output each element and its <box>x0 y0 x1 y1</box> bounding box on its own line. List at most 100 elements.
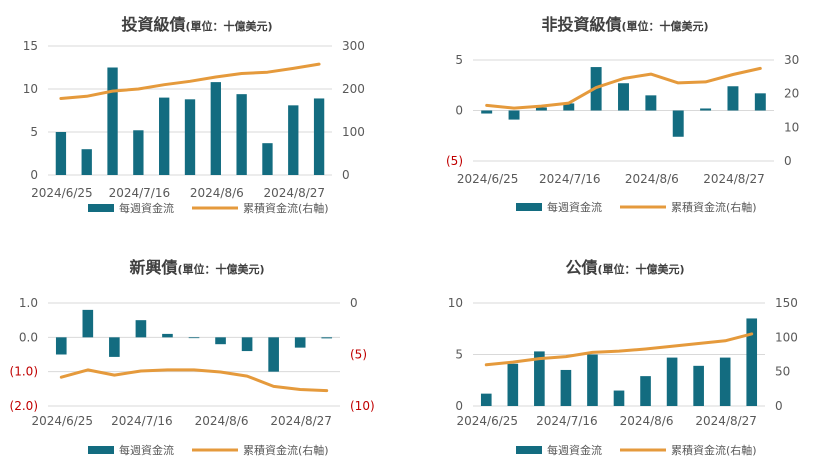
chart-title-main: 非投資級債 <box>541 15 621 34</box>
bar-weekly-flow <box>480 393 492 406</box>
y-tick-label-left: 10 <box>448 296 463 310</box>
bar-weekly-flow <box>294 337 306 348</box>
bar-weekly-flow <box>508 110 520 120</box>
bar-weekly-flow <box>613 390 625 406</box>
y-tick-label-left: 1.0 <box>19 296 38 310</box>
bar-weekly-flow <box>81 149 92 175</box>
chart-title-main: 公債 <box>565 258 597 277</box>
y-tick-label-right: (5) <box>350 348 367 362</box>
bar-weekly-flow <box>746 318 758 406</box>
y-tick-label-right: 0 <box>350 296 358 310</box>
y-tick-label-right: 300 <box>342 39 365 53</box>
bar-weekly-flow <box>640 376 651 406</box>
x-tick-label: 2024/8/27 <box>264 186 326 200</box>
bar-weekly-flow <box>109 337 120 357</box>
y-tick-label-left: (1.0) <box>10 365 38 379</box>
y-tick-label-right: 0 <box>784 154 792 168</box>
bar-weekly-flow <box>55 132 67 175</box>
bar-weekly-flow <box>587 354 598 406</box>
x-tick-label: 2024/6/25 <box>457 414 519 428</box>
x-tick-label: 2024/8/6 <box>190 186 244 200</box>
chart-title-main: 投資級債 <box>121 15 185 34</box>
y-tick-label-left: 5 <box>455 348 463 362</box>
y-tick-label-left: (5) <box>446 154 463 168</box>
line-cumulative-flow <box>485 66 762 110</box>
y-tick-label-left: 0 <box>455 104 463 118</box>
legend-bar-label: 每週資金流 <box>119 201 174 215</box>
y-tick-label-left: (2.0) <box>10 399 38 413</box>
y-tick-label-right: 30 <box>784 53 799 67</box>
x-tick-label: 2024/8/6 <box>195 414 249 428</box>
chart-title-unit: (單位：十億美元) <box>177 262 264 276</box>
bar-weekly-flow <box>268 337 279 372</box>
y-tick-label-left: 15 <box>23 39 38 53</box>
legend-bar-swatch <box>88 204 114 212</box>
legend-bar-swatch <box>516 446 542 454</box>
chart-title: 非投資級債(單位：十億美元) <box>541 15 708 34</box>
y-tick-label-right: 200 <box>342 82 365 96</box>
bar-weekly-flow <box>133 130 144 175</box>
chart-title-unit: (單位：十億美元) <box>597 262 684 276</box>
chart-panel-3: 新興債(單位：十億美元) (2.0) (1.0) 0.0 1.0 (10) (5) 0 2024… <box>10 258 375 457</box>
bar-weekly-flow <box>241 337 253 352</box>
y-tick-label-right: 100 <box>775 330 798 344</box>
bar-weekly-flow <box>236 94 247 175</box>
legend-bar-label: 每週資金流 <box>119 443 174 457</box>
y-tick-label-right: 0 <box>342 168 350 182</box>
bar-weekly-flow <box>645 95 657 111</box>
bar-weekly-flow <box>534 351 545 406</box>
legend-bar-label: 每週資金流 <box>547 443 602 457</box>
y-tick-label-right: (10) <box>350 399 375 413</box>
x-tick-label: 2024/6/25 <box>32 414 94 428</box>
bar-weekly-flow <box>700 108 712 111</box>
bar-weekly-flow <box>719 357 731 406</box>
legend-line-label: 累積資金流(右軸) <box>671 443 757 457</box>
chart-title: 新興債(單位：十億美元) <box>129 258 264 277</box>
x-tick-label: 2024/7/16 <box>536 414 598 428</box>
bar-weekly-flow <box>754 93 766 111</box>
x-tick-label: 2024/6/25 <box>457 172 519 186</box>
x-tick-label: 2024/8/6 <box>620 414 674 428</box>
y-tick-label-left: 0 <box>455 399 463 413</box>
legend-line-label: 累積資金流(右軸) <box>243 443 329 457</box>
bar-weekly-flow <box>560 369 572 406</box>
x-tick-label: 2024/8/27 <box>270 414 332 428</box>
bar-weekly-flow <box>693 365 704 406</box>
bar-weekly-flow <box>618 83 629 111</box>
bar-weekly-flow <box>215 337 226 345</box>
line-cumulative-flow <box>59 368 329 393</box>
chart-panel-2: 非投資級債(單位：十億美元) (5) 0 5 0 10 20 30 2024/6/25 2024/… <box>446 15 799 214</box>
chart-title: 公債(單位：十億美元) <box>565 258 684 277</box>
y-tick-label-right: 0 <box>775 399 783 413</box>
x-tick-label: 2024/7/16 <box>111 414 173 428</box>
y-tick-label-left: 5 <box>30 125 38 139</box>
y-tick-label-left: 10 <box>23 82 38 96</box>
x-tick-label: 2024/8/27 <box>695 414 757 428</box>
legend-line-label: 累積資金流(右軸) <box>671 200 757 214</box>
y-tick-label-right: 100 <box>342 125 365 139</box>
legend-bar-swatch <box>88 446 114 454</box>
bar-weekly-flow <box>262 143 273 175</box>
y-tick-label-left: 0.0 <box>19 330 38 344</box>
bar-weekly-flow <box>188 337 200 339</box>
bar-weekly-flow <box>313 98 325 175</box>
legend-bar-swatch <box>516 203 542 211</box>
bar-weekly-flow <box>727 86 739 111</box>
bar-weekly-flow <box>184 99 196 175</box>
bar-weekly-flow <box>82 309 94 338</box>
y-tick-label-right: 150 <box>775 296 798 310</box>
chart-title-unit: (單位：十億美元) <box>185 19 272 33</box>
line-cumulative-flow <box>484 332 754 367</box>
bar-weekly-flow <box>507 363 519 406</box>
x-tick-label: 2024/8/27 <box>703 172 765 186</box>
bar-weekly-flow <box>672 110 684 137</box>
y-tick-label-right: 50 <box>775 365 790 379</box>
legend-bar-label: 每週資金流 <box>547 200 602 214</box>
x-tick-label: 2024/7/16 <box>109 186 171 200</box>
y-tick-label-left: 0 <box>30 168 38 182</box>
bar-weekly-flow <box>159 97 170 175</box>
bar-weekly-flow <box>135 320 147 338</box>
bar-weekly-flow <box>321 337 333 339</box>
